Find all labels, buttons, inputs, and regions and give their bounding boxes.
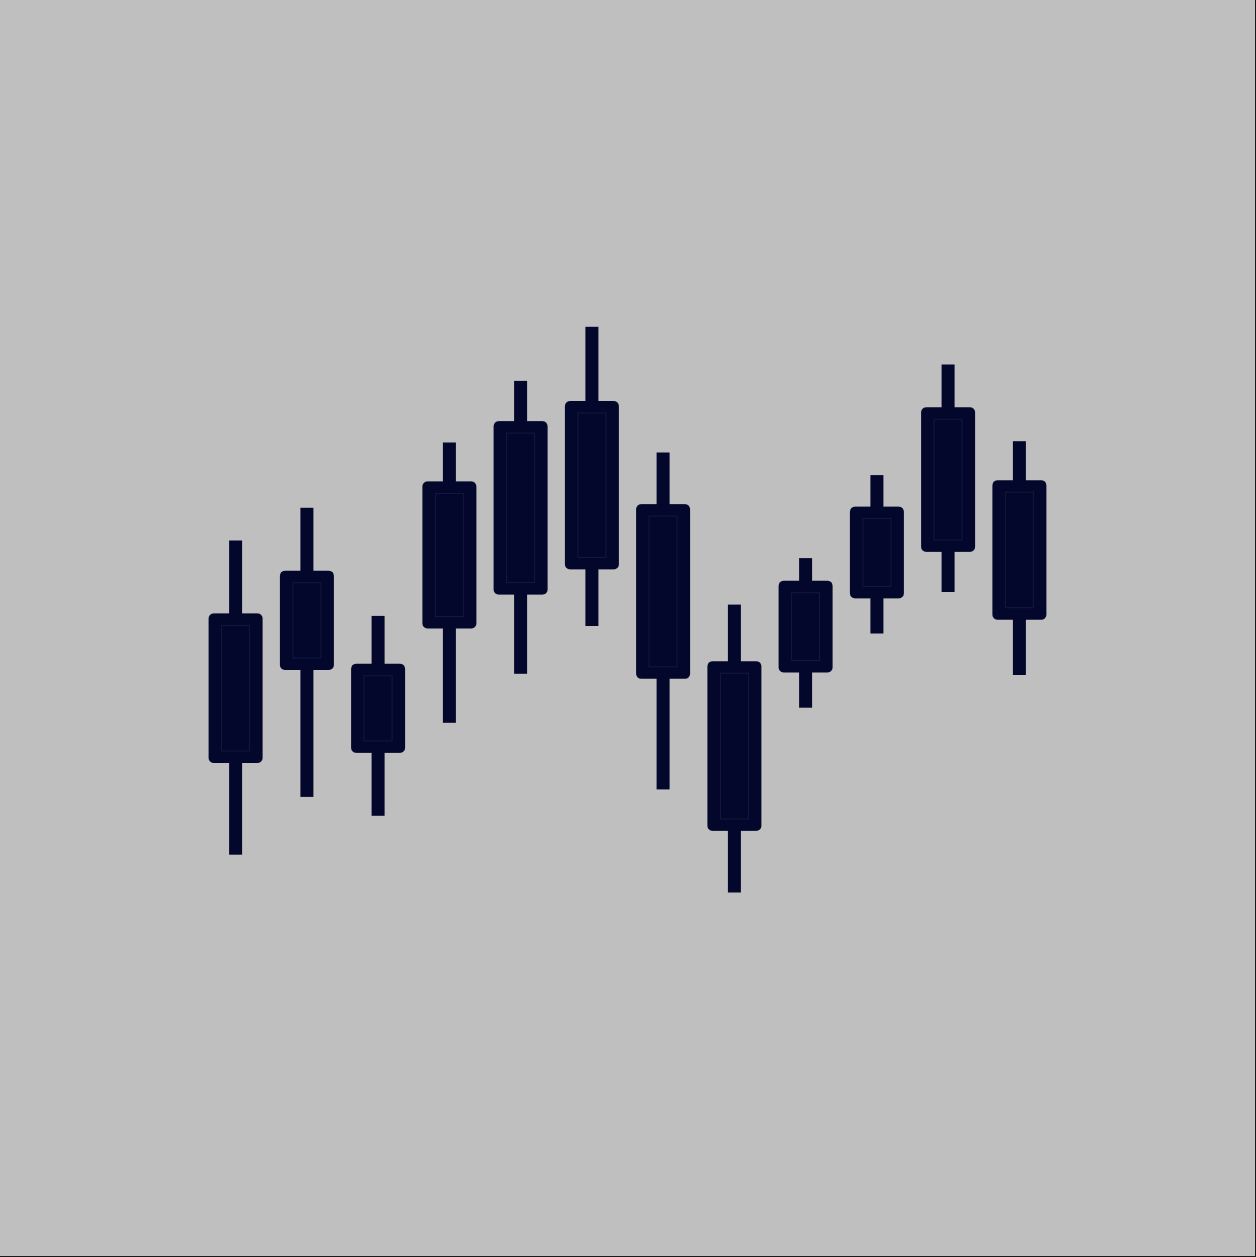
candle-body-inner-outline (221, 624, 251, 752)
candle-8 (707, 604, 762, 893)
candle-body (493, 421, 548, 595)
candle-body (636, 504, 691, 679)
candle-body-inner-outline (933, 418, 963, 541)
candle-5 (493, 380, 548, 674)
candle-body (992, 480, 1047, 620)
candle-body-inner-outline (648, 515, 678, 668)
candle-7 (636, 452, 691, 790)
candle-11 (921, 364, 976, 592)
candle-3 (351, 615, 406, 816)
candle-body-inner-outline (719, 672, 749, 820)
candle-body (208, 613, 263, 763)
candle-body-inner-outline (292, 582, 322, 659)
candle-body-inner-outline (577, 412, 607, 558)
candle-body-inner-outline (434, 492, 464, 617)
candle-body (279, 570, 334, 670)
candle-body-inner-outline (862, 518, 892, 587)
candles-layer (208, 326, 1047, 893)
candle-1 (208, 540, 263, 855)
candle-4 (422, 442, 477, 723)
candle-2 (279, 507, 334, 797)
candle-body-inner-outline (791, 592, 821, 662)
candle-body (707, 661, 762, 831)
candle-body (351, 663, 406, 753)
candle-10 (849, 475, 904, 634)
candle-12 (992, 441, 1047, 675)
candle-body-inner-outline (506, 432, 536, 584)
candle-body (778, 580, 833, 673)
candle-body (564, 401, 619, 570)
candle-body (921, 407, 976, 552)
candle-6 (564, 326, 619, 626)
candle-body-inner-outline (1004, 491, 1034, 609)
candle-body-inner-outline (363, 675, 393, 742)
candle-body (422, 481, 477, 629)
candle-9 (778, 558, 833, 708)
candle-body (849, 506, 904, 599)
